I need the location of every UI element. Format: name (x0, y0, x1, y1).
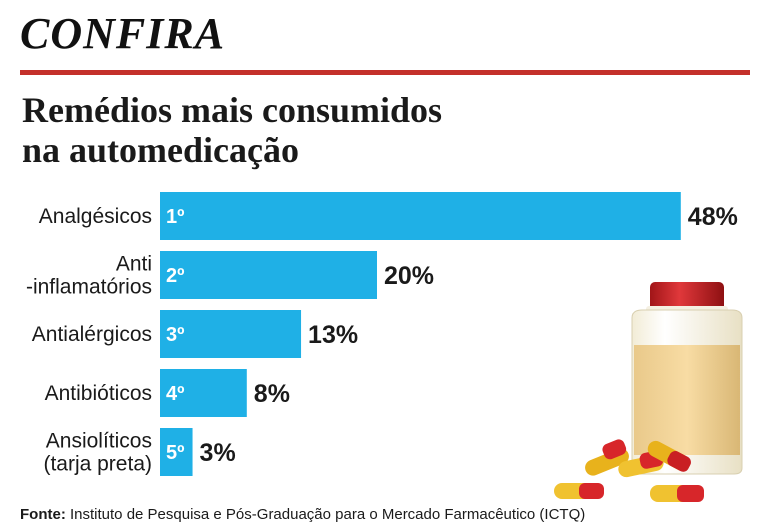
category-label-5-line-1: Ansiolíticos (46, 430, 152, 453)
bar-1 (160, 192, 681, 240)
bar-4 (160, 369, 247, 417)
category-label-1: Analgésicos (39, 205, 152, 228)
bar-3 (160, 310, 302, 358)
rank-label-2: 2º (166, 265, 184, 287)
category-label-2-line-2: -inflamatórios (26, 276, 152, 299)
category-label-5-line-2: (tarja preta) (43, 453, 152, 476)
red-divider (20, 70, 750, 75)
kicker-title: CONFIRA (20, 9, 226, 58)
source-text: Instituto de Pesquisa e Pós-Graduação pa… (65, 506, 586, 523)
value-label-3: 13% (308, 321, 358, 349)
rank-label-1: 1º (166, 206, 184, 228)
category-label-2-line-1: Anti (116, 253, 152, 276)
value-label-1: 48% (688, 203, 738, 231)
category-label-3: Antialérgicos (32, 323, 152, 346)
title-line-1: Remédios mais consumidos (22, 90, 443, 130)
category-label-4: Antibióticos (45, 382, 152, 405)
value-label-4: 8% (254, 380, 290, 408)
rank-label-5: 5º (166, 442, 184, 464)
value-label-5: 3% (200, 439, 236, 467)
bars-group: 1º 48% Analgésicos 2º 20% Anti-inflamatórios 3… (26, 192, 738, 476)
bar-5 (160, 428, 193, 476)
value-label-2: 20% (384, 262, 434, 290)
source-label: Fonte: (20, 506, 66, 523)
page-title: Remédios mais consumidos na automedicaçã… (22, 90, 622, 170)
pill-bottle-with-capsules-icon (554, 282, 743, 502)
bar-2 (160, 251, 377, 299)
rank-label-4: 4º (166, 383, 184, 405)
source-note: Fonte: Instituto de Pesquisa e Pós-Gradu… (20, 505, 585, 525)
title-line-2: na automedicação (22, 130, 299, 170)
rank-label-3: 3º (166, 324, 184, 346)
